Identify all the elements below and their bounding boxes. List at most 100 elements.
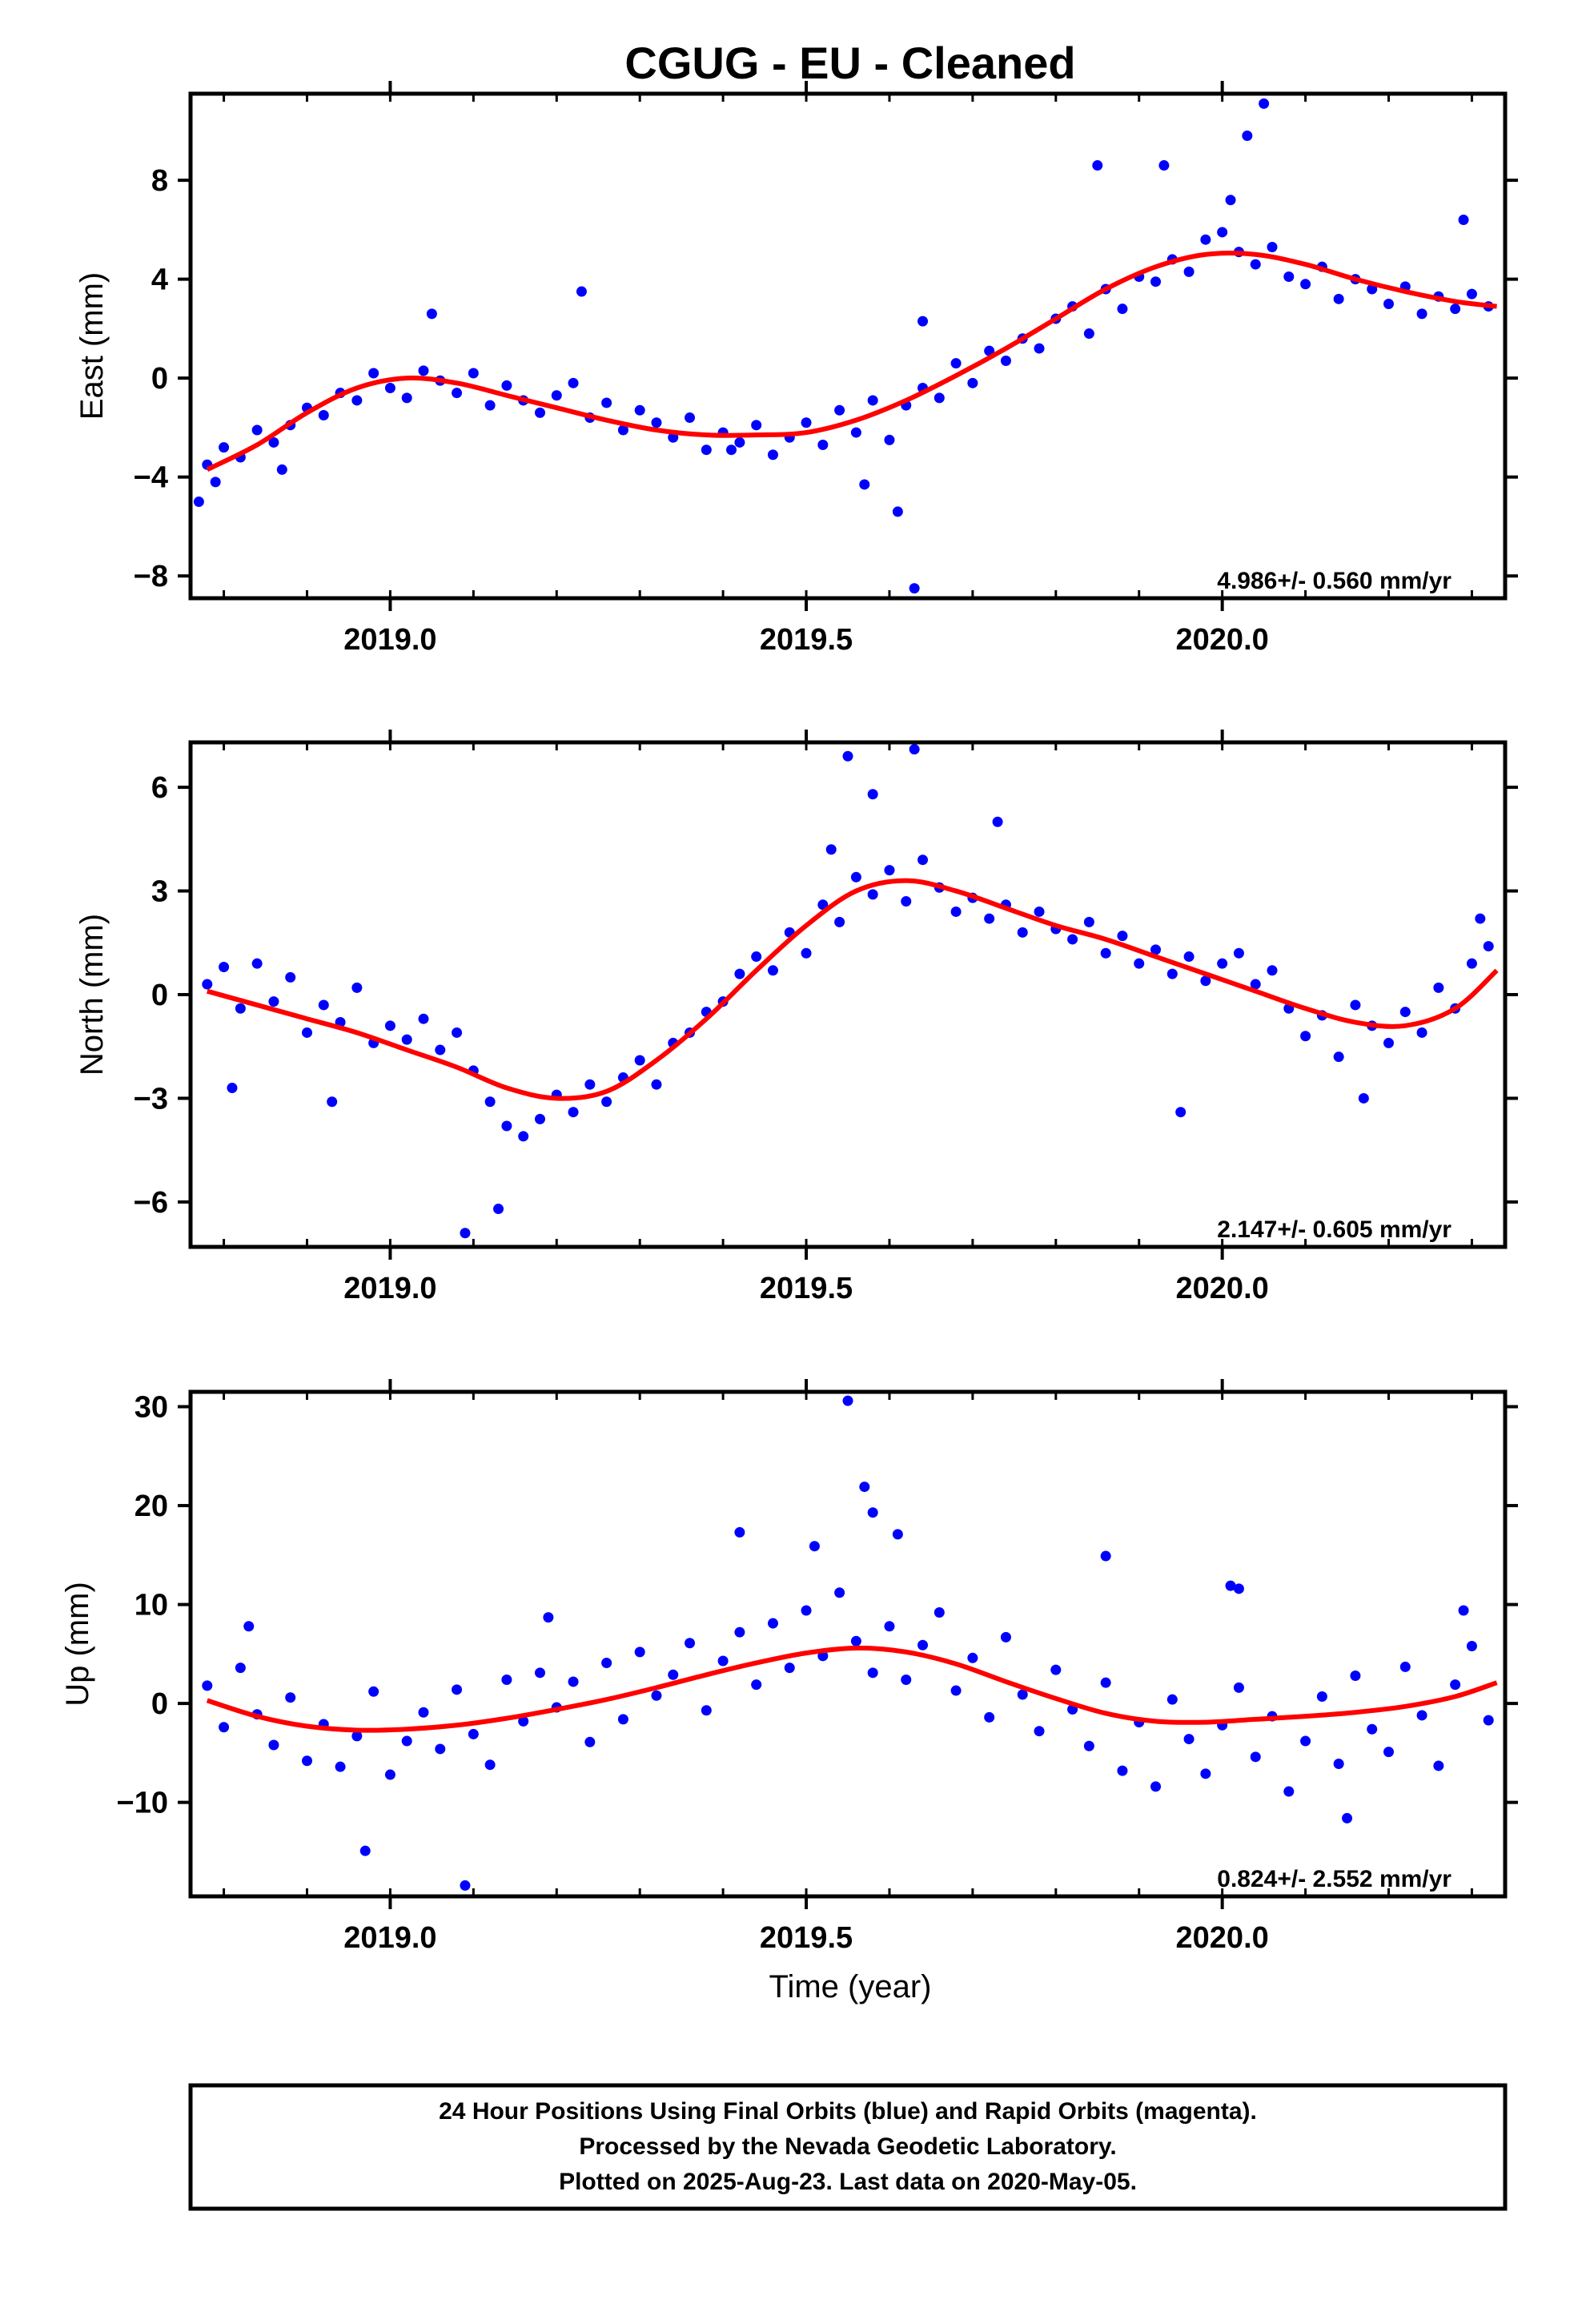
- up-data-point: [301, 1755, 312, 1767]
- east-y-tick-label: −4: [134, 461, 168, 495]
- up-data-point: [435, 1743, 446, 1755]
- east-rate-label: 4.986+/- 0.560 mm/yr: [1217, 568, 1452, 594]
- up-data-point: [1150, 1781, 1162, 1792]
- up-data-point: [568, 1676, 579, 1687]
- north-data-point: [1333, 1051, 1344, 1063]
- north-data-point: [401, 1034, 412, 1045]
- north-data-point: [984, 913, 995, 924]
- east-data-point: [426, 308, 437, 320]
- north-data-point: [251, 958, 263, 969]
- north-data-point: [1300, 1031, 1311, 1042]
- up-data-point: [1233, 1583, 1244, 1594]
- north-data-point: [227, 1083, 238, 1094]
- up-data-point: [285, 1692, 296, 1703]
- north-data-point: [568, 1107, 579, 1118]
- east-data-point: [892, 506, 903, 517]
- up-data-point: [984, 1711, 995, 1723]
- north-data-point: [501, 1120, 512, 1132]
- up-data-point: [501, 1674, 512, 1685]
- north-data-point: [1034, 906, 1045, 917]
- up-data-point: [268, 1739, 279, 1751]
- up-data-point: [734, 1526, 745, 1538]
- up-data-point: [751, 1679, 762, 1691]
- east-data-point: [967, 377, 978, 388]
- east-data-point: [1416, 308, 1427, 320]
- north-data-point: [1067, 934, 1078, 945]
- up-plot-frame: [188, 1389, 1508, 1899]
- north-data-point: [518, 1131, 529, 1142]
- north-data-point: [1183, 951, 1195, 963]
- north-data-point: [767, 965, 778, 976]
- up-plot-area: [202, 1395, 1498, 1891]
- north-data-point: [1358, 1092, 1369, 1104]
- north-data-point: [1217, 958, 1228, 969]
- east-data-point: [834, 404, 845, 416]
- east-y-tick-label: −8: [134, 560, 168, 593]
- north-data-point: [1483, 941, 1494, 952]
- north-data-point: [1267, 965, 1278, 976]
- north-data-point: [384, 1020, 396, 1031]
- up-data-point: [1283, 1786, 1295, 1797]
- up-data-point: [701, 1705, 712, 1716]
- up-data-point: [1342, 1812, 1353, 1823]
- east-data-point: [867, 395, 878, 406]
- east-data-point: [1259, 98, 1270, 109]
- east-data-point: [1217, 227, 1228, 238]
- east-data-point: [1283, 271, 1295, 283]
- east-y-tick-label: 0: [151, 362, 168, 396]
- up-data-point: [1034, 1726, 1045, 1737]
- up-data-point: [202, 1680, 213, 1691]
- north-data-point: [850, 871, 861, 883]
- up-data-point: [1233, 1682, 1244, 1693]
- footer-line-3: Plotted on 2025-Aug-23. Last data on 202…: [559, 2169, 1137, 2195]
- up-data-point: [1416, 1710, 1427, 1721]
- up-data-point: [484, 1759, 496, 1771]
- north-data-point: [285, 971, 296, 983]
- east-data-point: [601, 397, 612, 408]
- up-data-point: [418, 1707, 429, 1718]
- north-data-point: [751, 951, 762, 963]
- north-data-point: [867, 789, 878, 800]
- up-data-point: [859, 1482, 870, 1493]
- east-data-point: [984, 345, 995, 356]
- north-fit-curve: [206, 878, 1499, 1101]
- east-data-point: [1300, 279, 1311, 290]
- up-data-point: [401, 1735, 412, 1747]
- north-data-point: [601, 1096, 612, 1108]
- east-data-point: [501, 380, 512, 391]
- up-data-point: [1017, 1689, 1028, 1700]
- north-y-tick-label: 0: [151, 979, 168, 1012]
- east-data-point: [384, 383, 396, 393]
- up-data-point: [1117, 1765, 1128, 1776]
- up-data-point: [1100, 1677, 1111, 1688]
- up-data-point: [967, 1652, 978, 1663]
- north-data-point: [734, 968, 745, 979]
- up-data-point: [359, 1845, 371, 1856]
- up-data-point: [1383, 1747, 1395, 1758]
- up-data-point: [767, 1618, 778, 1629]
- north-x-tick-label: 2020.0: [1176, 1272, 1269, 1305]
- east-data-point: [276, 464, 287, 475]
- east-data-point: [468, 368, 479, 379]
- east-data-point: [726, 444, 737, 456]
- north-data-point: [460, 1228, 471, 1239]
- north-data-point: [1433, 982, 1444, 993]
- up-data-point: [534, 1667, 545, 1679]
- x-axis-label: Time (year): [769, 1969, 932, 2004]
- up-data-point: [892, 1529, 903, 1540]
- up-data-point: [468, 1728, 479, 1739]
- north-data-point: [493, 1204, 504, 1215]
- east-fit-curve: [206, 250, 1497, 472]
- up-data-point: [717, 1655, 729, 1667]
- north-data-point: [219, 961, 230, 972]
- east-data-point: [734, 436, 745, 448]
- north-panel: North (mm) 2.147+/- 0.605 mm/yr 2019.0 20…: [74, 730, 1518, 1305]
- east-data-point: [452, 388, 463, 399]
- up-data-point: [601, 1657, 612, 1668]
- north-data-point: [1150, 944, 1162, 955]
- east-data-point: [651, 417, 662, 428]
- east-data-point: [1000, 356, 1011, 367]
- north-data-point: [318, 999, 329, 1011]
- north-data-point: [418, 1013, 429, 1024]
- east-data-point: [351, 395, 363, 406]
